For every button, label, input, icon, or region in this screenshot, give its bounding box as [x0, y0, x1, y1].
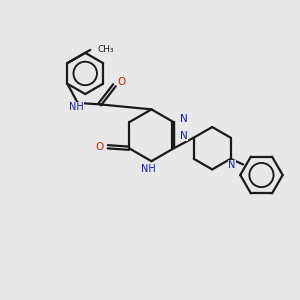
Text: NH: NH: [141, 164, 155, 174]
Text: N: N: [180, 131, 188, 141]
Text: N: N: [180, 114, 188, 124]
Text: O: O: [95, 142, 104, 152]
Text: O: O: [117, 77, 126, 87]
Text: N: N: [228, 160, 236, 170]
Text: NH: NH: [69, 102, 84, 112]
Text: CH₃: CH₃: [98, 45, 114, 54]
